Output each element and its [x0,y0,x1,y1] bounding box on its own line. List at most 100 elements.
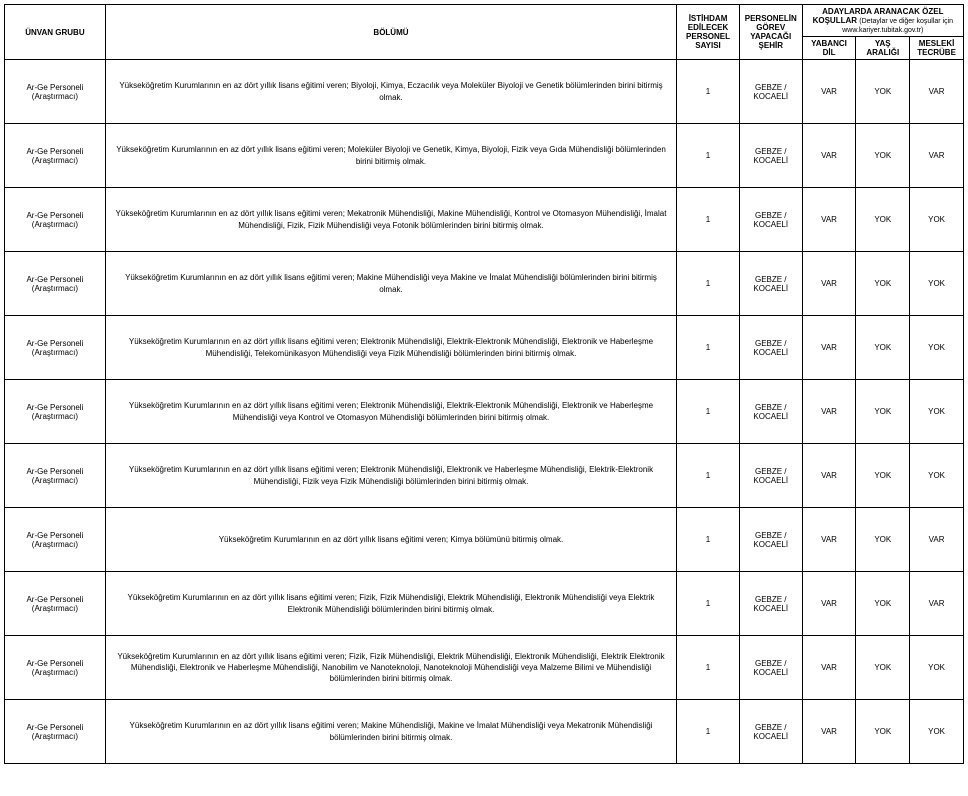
header-unvan: ÜNVAN GRUBU [5,5,106,60]
cell-sehir: GEBZE / KOCAELİ [739,508,802,572]
cell-dil: VAR [802,444,856,508]
table-row: Ar-Ge Personeli (Araştırmacı)Yükseköğret… [5,316,964,380]
cell-sehir: GEBZE / KOCAELİ [739,60,802,124]
cell-dil: VAR [802,508,856,572]
cell-yas: YOK [856,636,910,700]
cell-dil: VAR [802,572,856,636]
cell-unvan: Ar-Ge Personeli (Araştırmacı) [5,124,106,188]
cell-sayi: 1 [677,124,740,188]
table-row: Ar-Ge Personeli (Araştırmacı)Yükseköğret… [5,572,964,636]
cell-sehir: GEBZE / KOCAELİ [739,444,802,508]
cell-sayi: 1 [677,572,740,636]
cell-unvan: Ar-Ge Personeli (Araştırmacı) [5,572,106,636]
cell-unvan: Ar-Ge Personeli (Araştırmacı) [5,444,106,508]
cell-yas: YOK [856,444,910,508]
cell-dil: VAR [802,60,856,124]
cell-unvan: Ar-Ge Personeli (Araştırmacı) [5,380,106,444]
cell-sayi: 1 [677,444,740,508]
cell-bolumu: Yükseköğretim Kurumlarının en az dört yı… [105,188,676,252]
header-yas: YAŞ ARALIĞI [856,37,910,60]
cell-tecrube: YOK [910,700,964,764]
job-listing-table: ÜNVAN GRUBU BÖLÜMÜ İSTİHDAM EDİLECEK PER… [4,4,964,764]
cell-unvan: Ar-Ge Personeli (Araştırmacı) [5,188,106,252]
cell-sehir: GEBZE / KOCAELİ [739,316,802,380]
header-bolumu: BÖLÜMÜ [105,5,676,60]
header-kosullar: ADAYLARDA ARANACAK ÖZEL KOŞULLAR (Detayl… [802,5,963,37]
header-sayi: İSTİHDAM EDİLECEK PERSONEL SAYISI [677,5,740,60]
cell-tecrube: YOK [910,252,964,316]
cell-bolumu: Yükseköğretim Kurumlarının en az dört yı… [105,508,676,572]
table-row: Ar-Ge Personeli (Araştırmacı)Yükseköğret… [5,636,964,700]
cell-unvan: Ar-Ge Personeli (Araştırmacı) [5,316,106,380]
cell-tecrube: YOK [910,316,964,380]
cell-bolumu: Yükseköğretim Kurumlarının en az dört yı… [105,700,676,764]
cell-sayi: 1 [677,188,740,252]
table-body: Ar-Ge Personeli (Araştırmacı)Yükseköğret… [5,60,964,764]
cell-tecrube: YOK [910,636,964,700]
cell-bolumu: Yükseköğretim Kurumlarının en az dört yı… [105,572,676,636]
cell-dil: VAR [802,124,856,188]
cell-sehir: GEBZE / KOCAELİ [739,124,802,188]
cell-dil: VAR [802,316,856,380]
table-row: Ar-Ge Personeli (Araştırmacı)Yükseköğret… [5,60,964,124]
cell-yas: YOK [856,700,910,764]
cell-dil: VAR [802,700,856,764]
cell-yas: YOK [856,572,910,636]
table-row: Ar-Ge Personeli (Araştırmacı)Yükseköğret… [5,380,964,444]
header-tecrube: MESLEKİ TECRÜBE [910,37,964,60]
cell-bolumu: Yükseköğretim Kurumlarının en az dört yı… [105,124,676,188]
cell-sayi: 1 [677,60,740,124]
cell-sehir: GEBZE / KOCAELİ [739,572,802,636]
table-row: Ar-Ge Personeli (Araştırmacı)Yükseköğret… [5,444,964,508]
cell-sayi: 1 [677,636,740,700]
cell-dil: VAR [802,636,856,700]
cell-sayi: 1 [677,380,740,444]
cell-tecrube: VAR [910,508,964,572]
cell-dil: VAR [802,252,856,316]
header-dil: YABANCI DİL [802,37,856,60]
cell-unvan: Ar-Ge Personeli (Araştırmacı) [5,636,106,700]
cell-bolumu: Yükseköğretim Kurumlarının en az dört yı… [105,252,676,316]
cell-tecrube: YOK [910,380,964,444]
cell-yas: YOK [856,252,910,316]
table-row: Ar-Ge Personeli (Araştırmacı)Yükseköğret… [5,124,964,188]
cell-sayi: 1 [677,316,740,380]
cell-sehir: GEBZE / KOCAELİ [739,380,802,444]
cell-bolumu: Yükseköğretim Kurumlarının en az dört yı… [105,444,676,508]
cell-dil: VAR [802,380,856,444]
cell-unvan: Ar-Ge Personeli (Araştırmacı) [5,700,106,764]
cell-bolumu: Yükseköğretim Kurumlarının en az dört yı… [105,60,676,124]
cell-yas: YOK [856,60,910,124]
cell-tecrube: VAR [910,124,964,188]
cell-yas: YOK [856,380,910,444]
cell-unvan: Ar-Ge Personeli (Araştırmacı) [5,252,106,316]
cell-tecrube: YOK [910,444,964,508]
table-row: Ar-Ge Personeli (Araştırmacı)Yükseköğret… [5,508,964,572]
table-row: Ar-Ge Personeli (Araştırmacı)Yükseköğret… [5,252,964,316]
cell-unvan: Ar-Ge Personeli (Araştırmacı) [5,508,106,572]
table-header: ÜNVAN GRUBU BÖLÜMÜ İSTİHDAM EDİLECEK PER… [5,5,964,60]
cell-sayi: 1 [677,252,740,316]
table-row: Ar-Ge Personeli (Araştırmacı)Yükseköğret… [5,700,964,764]
cell-dil: VAR [802,188,856,252]
cell-yas: YOK [856,124,910,188]
cell-sayi: 1 [677,508,740,572]
cell-tecrube: VAR [910,60,964,124]
cell-tecrube: YOK [910,188,964,252]
cell-unvan: Ar-Ge Personeli (Araştırmacı) [5,60,106,124]
cell-tecrube: VAR [910,572,964,636]
cell-sayi: 1 [677,700,740,764]
cell-sehir: GEBZE / KOCAELİ [739,700,802,764]
cell-sehir: GEBZE / KOCAELİ [739,188,802,252]
cell-yas: YOK [856,316,910,380]
cell-yas: YOK [856,508,910,572]
cell-bolumu: Yükseköğretim Kurumlarının en az dört yı… [105,636,676,700]
header-kosullar-note: (Detaylar ve diğer koşullar için www.kar… [842,18,953,34]
cell-sehir: GEBZE / KOCAELİ [739,252,802,316]
cell-yas: YOK [856,188,910,252]
header-sehir: PERSONELİN GÖREV YAPACAĞI ŞEHİR [739,5,802,60]
table-row: Ar-Ge Personeli (Araştırmacı)Yükseköğret… [5,188,964,252]
cell-bolumu: Yükseköğretim Kurumlarının en az dört yı… [105,316,676,380]
cell-sehir: GEBZE / KOCAELİ [739,636,802,700]
cell-bolumu: Yükseköğretim Kurumlarının en az dört yı… [105,380,676,444]
